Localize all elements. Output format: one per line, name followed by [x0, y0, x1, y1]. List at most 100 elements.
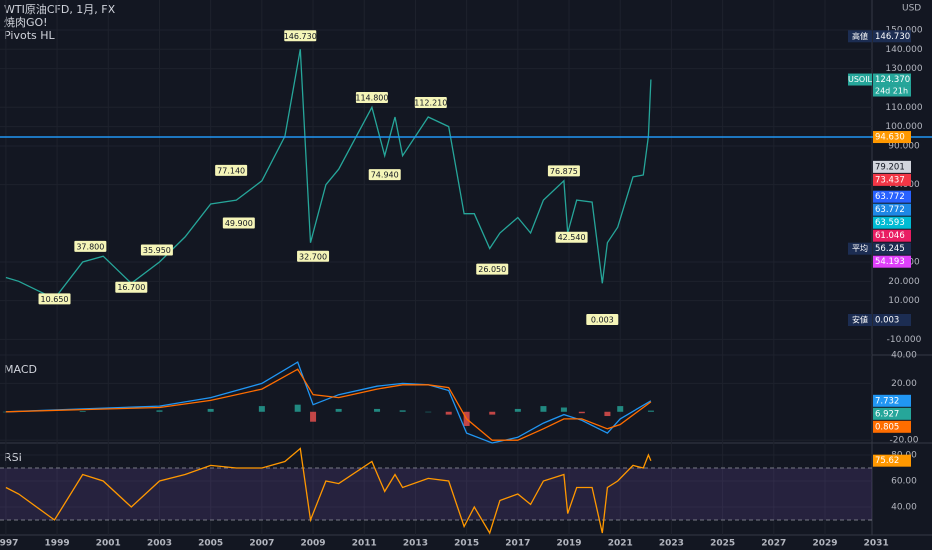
pivot-label: 74.940 — [368, 169, 401, 181]
price-badge-label: 73.437 — [875, 175, 905, 185]
price-badge-label: 63.772 — [875, 205, 905, 215]
tag-label: 安値 — [852, 314, 868, 324]
price-badge — [873, 216, 911, 229]
pivot-text: 74.940 — [371, 171, 399, 180]
plot-area: 10.650 37.800 16.700 35.950 77.140 49.900 146.… — [0, 0, 872, 535]
price-badge — [873, 454, 911, 467]
countdown-box — [873, 85, 911, 97]
pivot-label: 26.050 — [476, 263, 509, 275]
price-badge-label: 54.193 — [875, 257, 905, 267]
pivot-box — [38, 293, 71, 305]
x-tick-label: 2025 — [710, 539, 735, 549]
price-badge — [873, 173, 911, 186]
histogram-bar — [425, 411, 432, 413]
price-badge — [873, 255, 911, 268]
x-tick-label: 2021 — [608, 539, 633, 549]
pivot-text: 16.700 — [117, 283, 145, 292]
price-badge-label: 124.370 — [875, 75, 910, 85]
histogram-bar — [514, 408, 521, 412]
x-tick-label: 2027 — [761, 539, 786, 549]
pivot-text: 0.003 — [591, 315, 614, 324]
pivot-box — [355, 92, 388, 104]
tag-box — [848, 73, 872, 86]
tag-label: USOIL — [848, 75, 873, 84]
pivot-label: 77.140 — [215, 164, 248, 176]
tag-box — [848, 30, 872, 43]
series-line — [5, 368, 652, 441]
histogram-bar — [207, 408, 214, 412]
price-badge — [873, 131, 911, 144]
tag-box — [848, 313, 872, 326]
pivot-box — [215, 164, 248, 176]
pivot-text: 146.730 — [284, 32, 317, 41]
x-tick-label: 2007 — [249, 539, 274, 549]
x-tick-label: 2019 — [556, 539, 581, 549]
pivot-label: 16.700 — [115, 281, 148, 293]
histogram-bar — [258, 406, 265, 412]
price-badge — [873, 30, 911, 43]
x-tick-label: 2013 — [403, 539, 428, 549]
pivot-box — [414, 97, 447, 109]
y-tick-label: 40.00 — [891, 503, 917, 513]
price-badge — [873, 394, 911, 407]
pane-title: MACD — [4, 363, 37, 376]
y-tick-label: 90.000 — [888, 141, 920, 151]
price-badge-label: 7.732 — [875, 396, 899, 406]
price-badge-label: 75.62 — [875, 456, 899, 466]
y-tick-label: 40.00 — [891, 351, 917, 361]
histogram-bar — [374, 408, 381, 412]
histogram-bar — [294, 404, 301, 412]
countdown: 24d 21h — [875, 87, 908, 96]
pivot-text: 32.700 — [299, 252, 327, 261]
price-badge-label: 0.805 — [875, 422, 899, 432]
price-badge — [873, 242, 911, 255]
price-badge — [873, 203, 911, 216]
pivot-text: 77.140 — [217, 166, 245, 175]
chart-title: WTI原油CFD, 1月, FX — [4, 2, 116, 16]
price-badge-label: 63.593 — [875, 218, 905, 228]
price-badge-label: 0.003 — [875, 315, 899, 325]
y-tick-label: 20.000 — [888, 277, 920, 287]
histogram-bar — [604, 411, 611, 417]
pivot-box — [222, 217, 255, 229]
x-tick-label: 2011 — [352, 539, 377, 549]
pivot-label: 112.210 — [414, 97, 447, 109]
pivot-label: 10.650 — [38, 293, 71, 305]
pivot-label: 35.950 — [140, 244, 173, 256]
price-badge — [873, 313, 911, 326]
histogram-bar — [540, 406, 547, 412]
x-tick-label: 2023 — [659, 539, 684, 549]
pivot-text: 35.950 — [143, 246, 171, 255]
rsi-band — [0, 467, 872, 521]
x-tick-label: 1999 — [45, 539, 70, 549]
y-tick-label: -10.000 — [887, 335, 922, 345]
price-badge — [873, 407, 911, 420]
tag-label: 高値 — [852, 31, 868, 41]
unit-label: USD — [902, 4, 921, 14]
pivot-box — [547, 165, 580, 177]
pivot-box — [284, 30, 317, 42]
pivot-box — [586, 313, 619, 325]
pivot-box — [297, 250, 330, 262]
histogram-bar — [310, 411, 317, 422]
price-badge — [873, 73, 911, 86]
x-tick-label: 2001 — [96, 539, 121, 549]
histogram-bar — [578, 411, 585, 414]
pivot-text: 76.875 — [550, 167, 578, 176]
pivot-text: 42.540 — [558, 233, 586, 242]
histogram-bar — [617, 406, 624, 412]
pivot-label: 76.875 — [547, 165, 580, 177]
pivot-text: 26.050 — [478, 265, 506, 274]
price-badge — [873, 160, 911, 173]
y-tick-label: 10.000 — [888, 296, 920, 306]
pivot-box — [555, 231, 588, 243]
histogram-bar — [156, 410, 163, 412]
price-badge — [873, 420, 911, 433]
histogram-bar — [79, 411, 86, 412]
pivot-label: 42.540 — [555, 231, 588, 243]
histogram-bar — [560, 407, 567, 412]
pivot-box — [74, 240, 107, 252]
price-badge-label: 56.245 — [875, 244, 905, 254]
